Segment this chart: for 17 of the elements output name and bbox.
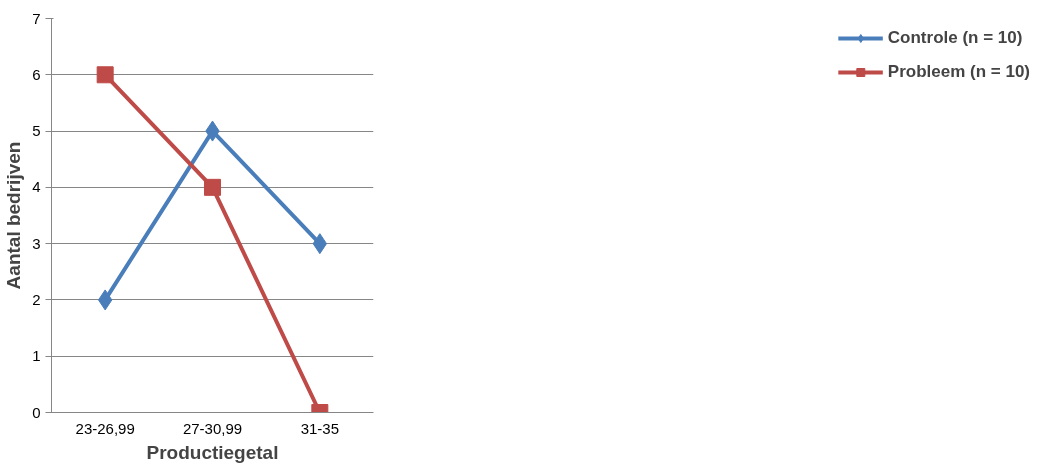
y-tick-label: 3 [32, 234, 41, 252]
point [204, 178, 221, 196]
y-tick-label: 1 [32, 347, 41, 365]
y-tick-label: 0 [32, 403, 41, 421]
y-tick-label: 7 [32, 9, 41, 27]
legend-label: Controle (n = 10) [887, 28, 1023, 48]
y-tick-label: 6 [32, 65, 41, 83]
legend-label: Probleem (n = 10) [887, 62, 1030, 82]
x-axis-title: Productiegetal [146, 441, 279, 463]
x-tick-label: 27-30,99 [182, 419, 243, 437]
y-tick-label: 4 [32, 178, 41, 196]
y-axis-title: Aantal bedrijven [3, 141, 25, 290]
y-tick-label: 2 [32, 290, 41, 308]
x-tick-label: 23-26,99 [75, 419, 135, 437]
x-tick-label: 31-35 [300, 419, 340, 437]
y-tick-label: 5 [32, 122, 41, 140]
point [96, 66, 114, 84]
